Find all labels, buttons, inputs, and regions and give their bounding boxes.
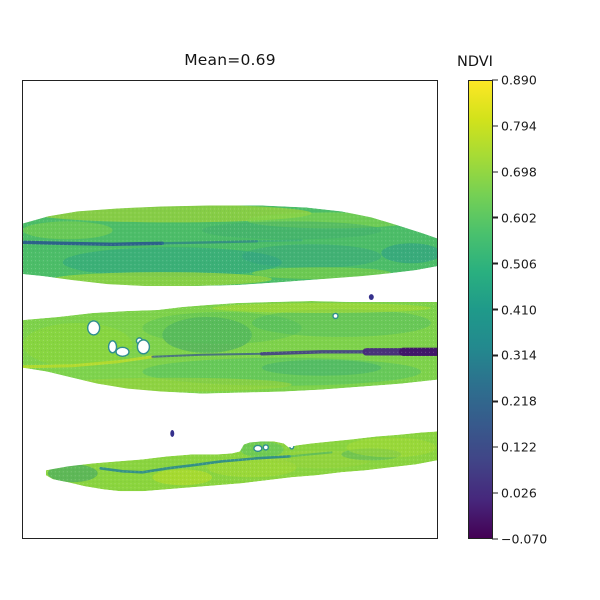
tick-mark	[492, 446, 498, 448]
tick-label: 0.602	[501, 210, 537, 226]
top-leaf	[23, 205, 437, 287]
ndvi-map-canvas	[23, 205, 437, 492]
colorbar-tick: 0.890	[492, 73, 537, 88]
colorbar-tick: 0.026	[492, 486, 537, 501]
colorbar-tick: 0.698	[492, 164, 537, 179]
tick-label: 0.794	[501, 118, 537, 134]
colorbar-gradient	[468, 80, 493, 539]
tick-mark	[492, 538, 498, 540]
tick-label: 0.698	[501, 164, 537, 180]
tick-label: 0.026	[501, 485, 537, 501]
plot-area	[22, 80, 438, 539]
colorbar-tick-column: 0.890 0.794 0.698 0.602 0.506 0.410 0.314 0.218…	[492, 73, 572, 547]
colorbar-tick: −0.070	[492, 532, 547, 547]
leaf-hole	[332, 312, 339, 320]
tick-mark	[492, 354, 498, 357]
tick-label: 0.314	[501, 347, 537, 363]
colorbar-tick: 0.602	[492, 210, 537, 225]
plot-title: Mean=0.69	[184, 51, 276, 69]
tick-label: 0.218	[501, 393, 537, 409]
colorbar-tick: 0.218	[492, 394, 537, 409]
leaf-hole	[253, 444, 263, 453]
tick-mark	[492, 308, 498, 311]
colorbar-tick: 0.122	[492, 440, 537, 455]
tick-label: 0.890	[501, 72, 537, 88]
tick-mark	[492, 400, 498, 403]
tick-mark	[492, 79, 498, 81]
leaf-hole	[107, 340, 118, 354]
tick-mark	[492, 262, 498, 265]
tick-label: 0.410	[501, 302, 537, 317]
stray-pixel-dot	[368, 294, 374, 301]
colorbar-tick: 0.794	[492, 118, 537, 133]
colorbar-tick: 0.314	[492, 348, 537, 363]
colorbar-tick: 0.506	[492, 256, 537, 271]
stray-pixel-dot	[170, 429, 175, 437]
leaf-hole	[289, 443, 295, 450]
leaf-hole	[136, 339, 151, 355]
tick-mark	[492, 125, 498, 127]
colorbar-label: NDVI	[457, 54, 493, 70]
tick-label: 0.122	[501, 439, 537, 455]
tick-label: 0.506	[501, 256, 537, 272]
tick-mark	[492, 171, 498, 173]
tick-mark	[492, 216, 498, 219]
leaf-hole	[115, 346, 130, 357]
leaf-hole	[86, 320, 101, 336]
tick-label: −0.070	[501, 531, 548, 547]
colorbar-tick: 0.410	[492, 302, 537, 317]
tick-mark	[492, 492, 498, 494]
leaf-hole	[262, 444, 270, 451]
